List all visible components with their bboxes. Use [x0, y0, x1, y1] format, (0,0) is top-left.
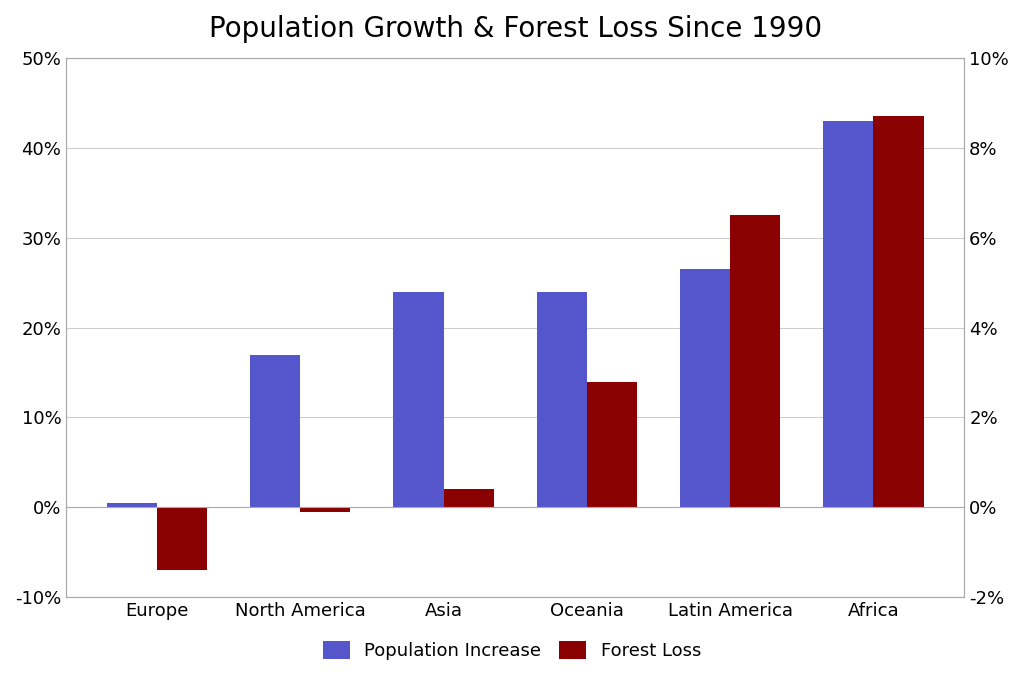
- Bar: [106, 503, 157, 507]
- Bar: [823, 121, 873, 507]
- Bar: [680, 269, 730, 507]
- Bar: [587, 382, 637, 507]
- Bar: [443, 490, 494, 507]
- Bar: [730, 215, 780, 507]
- Legend: Population Increase, Forest Loss: Population Increase, Forest Loss: [315, 633, 709, 667]
- Title: Population Growth & Forest Loss Since 1990: Population Growth & Forest Loss Since 19…: [209, 15, 822, 43]
- Bar: [300, 507, 350, 512]
- Bar: [873, 116, 924, 507]
- Bar: [250, 354, 300, 507]
- Bar: [157, 507, 207, 570]
- Bar: [393, 292, 443, 507]
- Bar: [537, 292, 587, 507]
